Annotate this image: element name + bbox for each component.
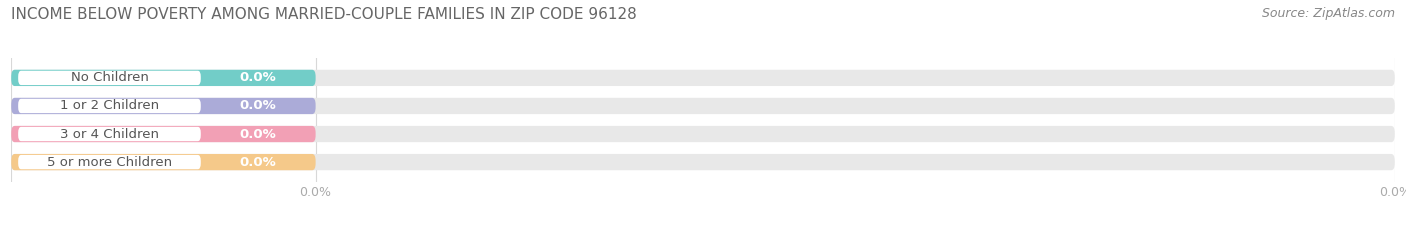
Text: 0.0%: 0.0%	[240, 127, 277, 140]
FancyBboxPatch shape	[11, 154, 315, 170]
FancyBboxPatch shape	[18, 99, 201, 113]
Text: 0.0%: 0.0%	[240, 99, 277, 113]
FancyBboxPatch shape	[11, 154, 1395, 170]
Text: 0.0%: 0.0%	[240, 156, 277, 169]
Text: 3 or 4 Children: 3 or 4 Children	[60, 127, 159, 140]
FancyBboxPatch shape	[11, 98, 315, 114]
FancyBboxPatch shape	[11, 70, 315, 86]
FancyBboxPatch shape	[11, 70, 1395, 86]
Text: INCOME BELOW POVERTY AMONG MARRIED-COUPLE FAMILIES IN ZIP CODE 96128: INCOME BELOW POVERTY AMONG MARRIED-COUPL…	[11, 7, 637, 22]
Text: 5 or more Children: 5 or more Children	[46, 156, 172, 169]
FancyBboxPatch shape	[18, 71, 201, 85]
Text: Source: ZipAtlas.com: Source: ZipAtlas.com	[1261, 7, 1395, 20]
FancyBboxPatch shape	[11, 126, 1395, 142]
FancyBboxPatch shape	[11, 98, 1395, 114]
Text: 1 or 2 Children: 1 or 2 Children	[60, 99, 159, 113]
Text: No Children: No Children	[70, 71, 149, 84]
FancyBboxPatch shape	[18, 155, 201, 169]
FancyBboxPatch shape	[18, 127, 201, 141]
FancyBboxPatch shape	[11, 126, 315, 142]
Text: 0.0%: 0.0%	[240, 71, 277, 84]
